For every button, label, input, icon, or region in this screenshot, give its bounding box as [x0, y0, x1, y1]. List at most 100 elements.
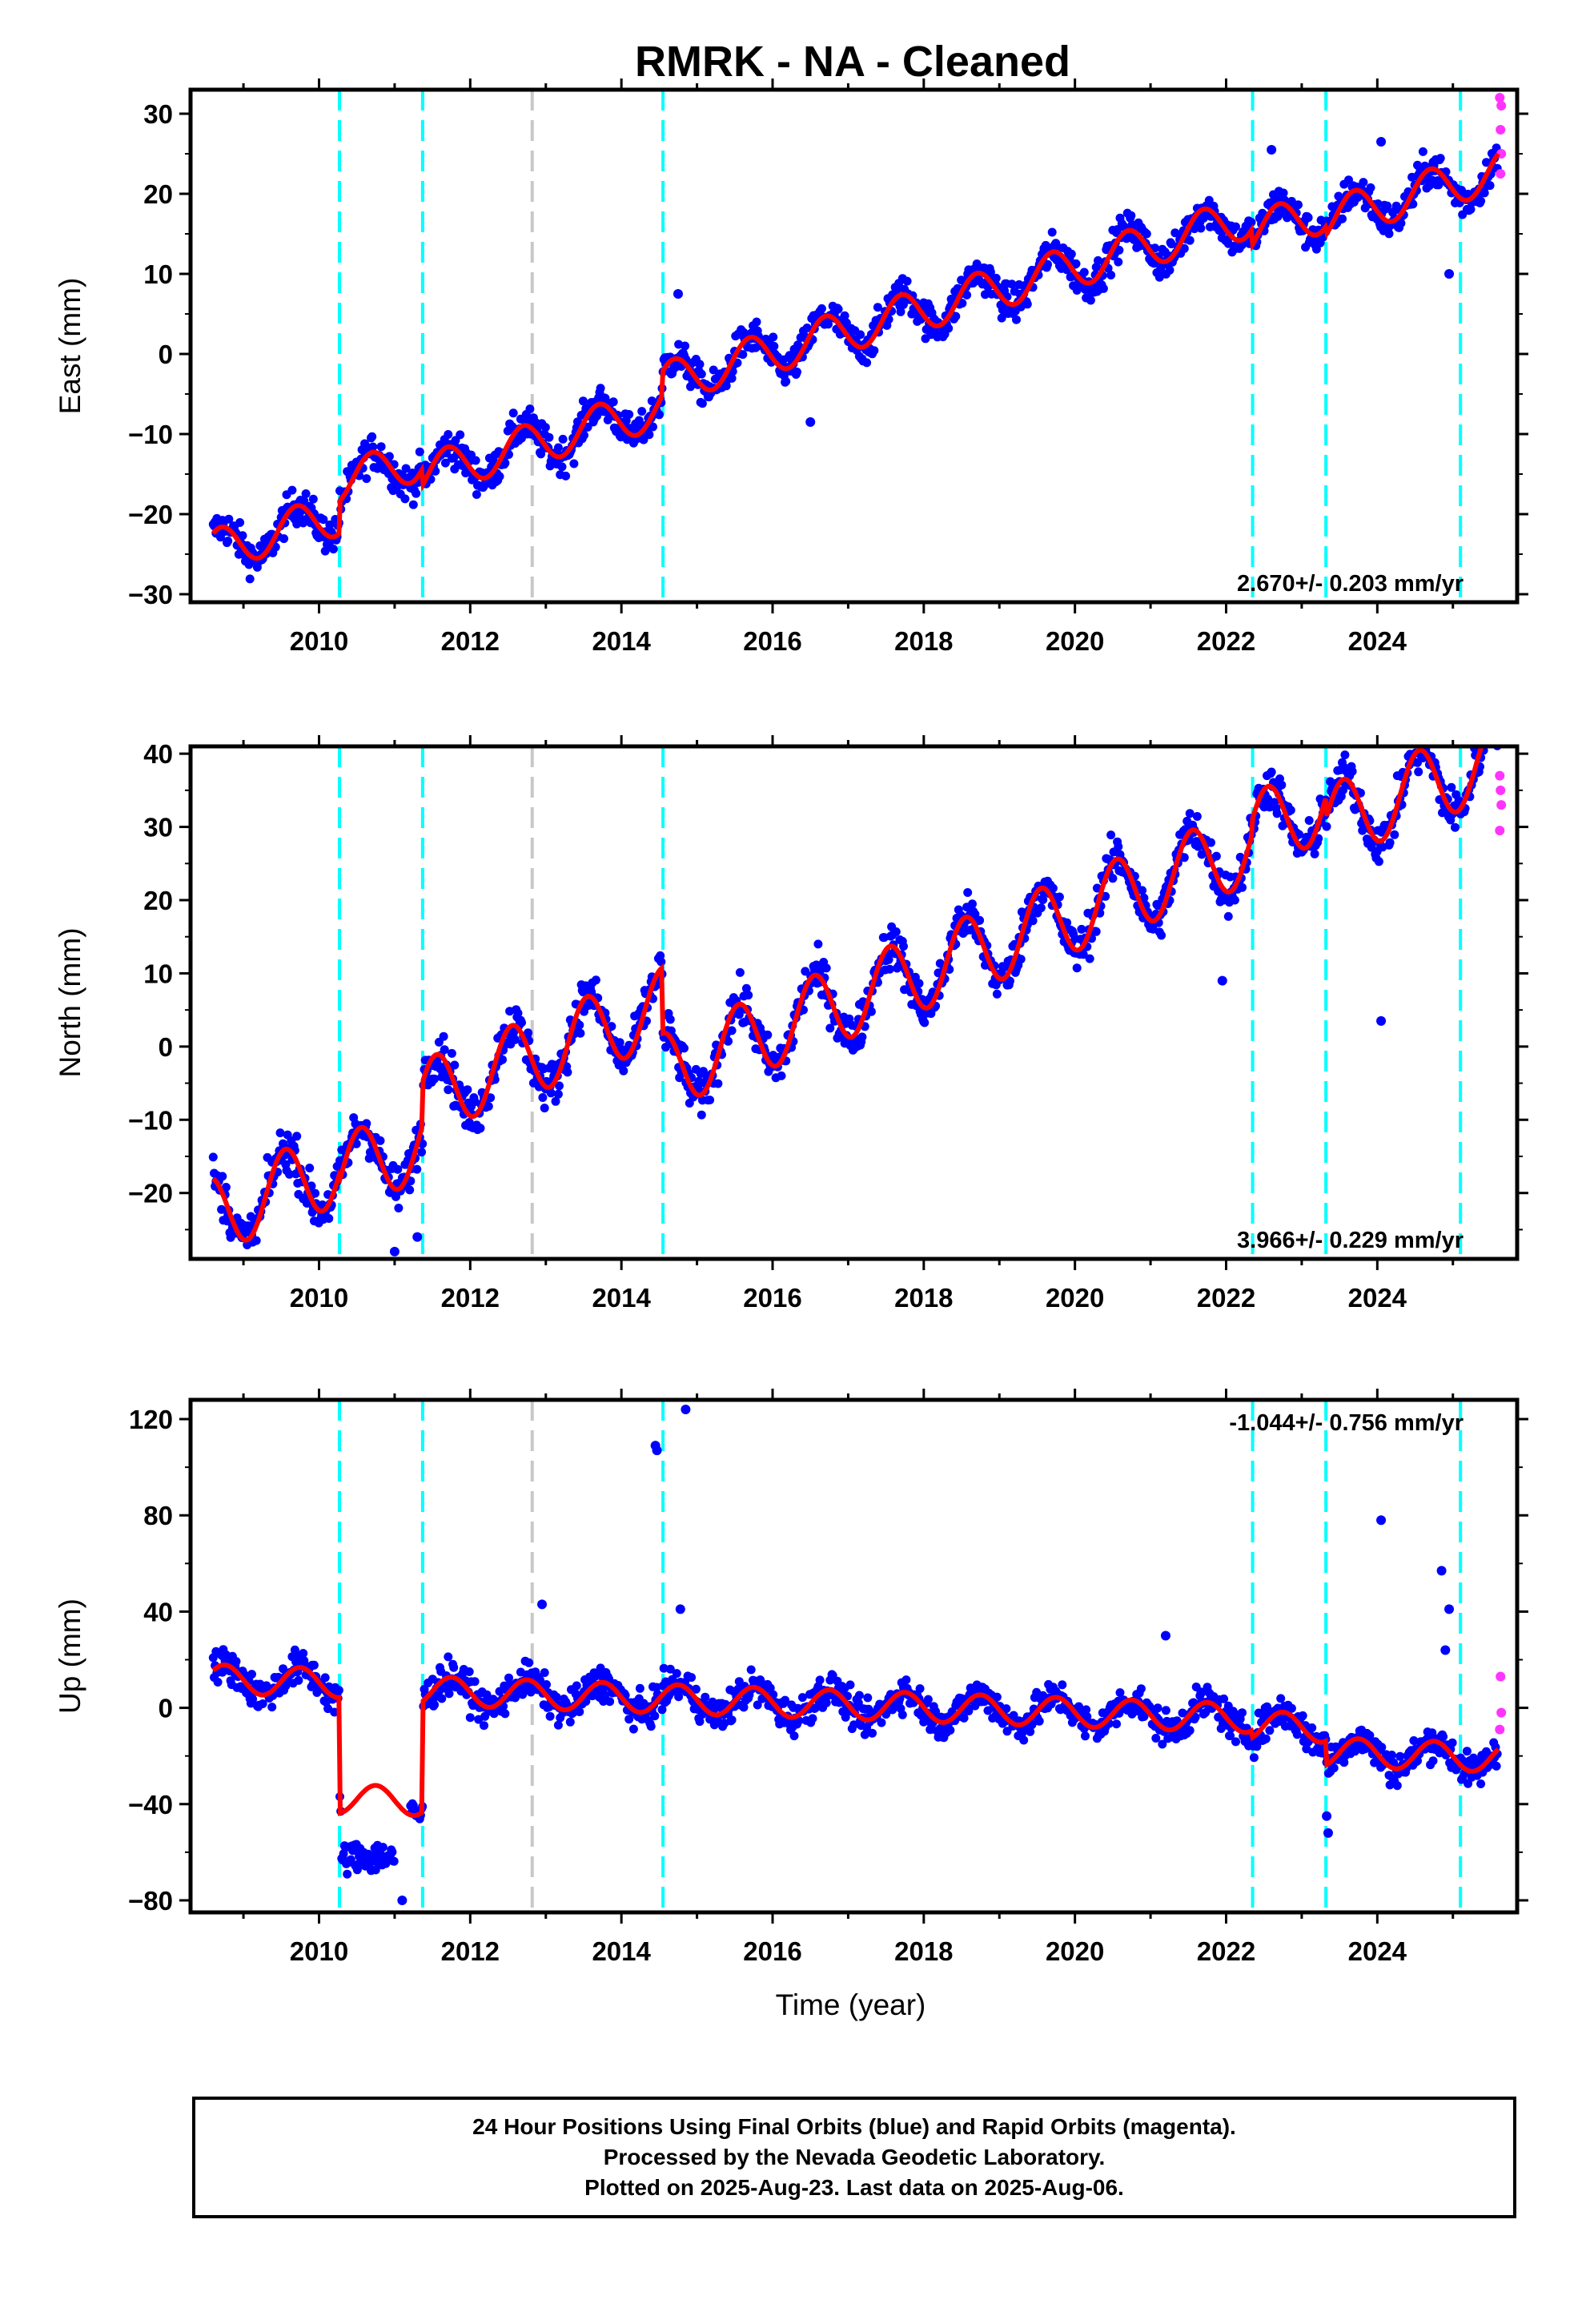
- final-orbit-point: [1396, 219, 1406, 228]
- final-orbit-point: [1226, 1731, 1235, 1740]
- final-orbit-point: [777, 1071, 786, 1080]
- x-tick-label: 2024: [1348, 1283, 1407, 1313]
- final-orbit-point: [1231, 1737, 1240, 1747]
- final-orbit-point: [591, 975, 600, 985]
- final-orbit-point: [868, 1728, 877, 1738]
- final-orbit-point: [553, 1720, 563, 1730]
- final-orbit-point: [1276, 1694, 1286, 1703]
- outlier-point: [805, 417, 816, 427]
- final-orbit-point: [447, 1048, 456, 1058]
- final-orbit-point: [741, 983, 751, 993]
- final-orbit-point: [1054, 892, 1064, 902]
- final-orbit-point: [863, 1693, 873, 1703]
- y-tick-label: 10: [143, 259, 173, 289]
- final-orbit-point: [1114, 245, 1124, 255]
- final-orbit-point: [1192, 812, 1202, 821]
- final-orbit-point: [1153, 901, 1162, 911]
- plot-frame: [188, 744, 1520, 1261]
- outlier-point: [389, 1246, 400, 1256]
- final-orbit-point: [449, 1663, 459, 1672]
- final-orbit-point: [540, 423, 550, 432]
- y-tick-label: 80: [143, 1501, 173, 1530]
- final-orbit-point: [1383, 201, 1392, 211]
- final-orbit-point: [465, 1713, 475, 1723]
- x-tick-label: 2010: [290, 1936, 348, 1966]
- final-orbit-point: [1476, 196, 1486, 206]
- final-orbit-point: [1408, 199, 1418, 209]
- up-panel: −80 −40 0 40 80 120 2010 2012 2014 2016 2018 2020 20…: [54, 1389, 1528, 2021]
- final-orbit-point: [245, 1264, 254, 1273]
- outlier-point: [1217, 975, 1227, 986]
- x-tick-label: 2022: [1197, 626, 1255, 656]
- final-orbit-point: [1439, 1732, 1448, 1742]
- final-orbit-point: [781, 376, 791, 386]
- final-orbit-point: [279, 1664, 287, 1674]
- final-orbit-point: [565, 1717, 575, 1727]
- final-orbit-point: [914, 979, 924, 988]
- final-orbit-point: [624, 410, 634, 419]
- final-orbit-point: [513, 1008, 523, 1018]
- final-orbit-point: [299, 1649, 308, 1658]
- final-orbit-point: [1304, 816, 1314, 825]
- final-orbit-point: [856, 330, 865, 340]
- final-orbit-point: [1019, 1735, 1029, 1745]
- final-orbit-point: [557, 462, 567, 472]
- x-tick-label: 2016: [743, 1936, 801, 1966]
- final-orbit-point: [417, 1148, 427, 1157]
- final-orbit-point: [1136, 1684, 1146, 1694]
- final-orbit-point: [1387, 1751, 1396, 1759]
- final-orbit-point: [1012, 315, 1021, 324]
- x-tick-label: 2018: [894, 1936, 953, 1966]
- final-orbit-point: [495, 472, 504, 481]
- final-orbit-point: [325, 520, 335, 529]
- final-orbit-point: [294, 1675, 303, 1685]
- x-tick-label: 2020: [1046, 626, 1104, 656]
- outlier-point: [1376, 1515, 1387, 1526]
- final-orbit-point: [267, 1703, 277, 1712]
- y-tick-label: 20: [143, 179, 173, 209]
- final-orbit-point: [1016, 955, 1026, 964]
- final-orbit-point: [821, 963, 831, 973]
- y-tick-label: 40: [143, 739, 173, 769]
- final-orbit-point: [1482, 731, 1491, 740]
- final-orbit-point: [1483, 720, 1492, 729]
- plot-frame: [188, 87, 1520, 605]
- final-orbit-point: [1066, 249, 1076, 259]
- final-orbit-point: [1151, 1734, 1161, 1743]
- x-tick-label: 2018: [894, 626, 953, 656]
- final-orbit-point: [444, 430, 453, 439]
- final-orbit-point: [697, 369, 706, 379]
- final-orbit-point: [637, 407, 647, 416]
- final-orbit-point: [1150, 243, 1160, 253]
- final-orbit-point: [400, 494, 410, 504]
- final-orbit-point: [540, 1668, 549, 1678]
- y-tick-label: −10: [128, 1105, 173, 1135]
- final-orbit-point: [444, 1085, 453, 1095]
- final-orbit-point: [1079, 267, 1089, 277]
- final-orbit-point: [558, 434, 568, 444]
- final-orbit-point: [746, 1665, 756, 1675]
- final-orbit-point: [1374, 857, 1383, 866]
- final-orbit-point: [789, 1731, 799, 1741]
- y-tick-label: 40: [143, 1597, 173, 1626]
- final-orbit-point: [695, 360, 705, 369]
- final-orbit-point: [1428, 1756, 1438, 1766]
- final-orbit-point: [1261, 1734, 1271, 1743]
- final-orbit-point: [319, 515, 328, 525]
- outlier-point: [652, 1445, 662, 1456]
- final-orbit-point: [440, 1045, 449, 1055]
- final-orbit-point: [1480, 718, 1489, 726]
- outlier-point: [681, 1405, 691, 1415]
- final-orbit-point: [404, 1149, 413, 1158]
- final-orbit-point: [1492, 723, 1500, 732]
- final-orbit-point: [394, 1204, 404, 1212]
- footer-line-1: 24 Hour Positions Using Final Orbits (bl…: [472, 2114, 1236, 2139]
- final-orbit-point: [970, 910, 980, 919]
- final-orbit-point: [1048, 883, 1058, 893]
- final-orbit-point: [1165, 265, 1174, 275]
- final-orbit-point: [1359, 178, 1368, 187]
- final-orbit-point: [915, 1684, 925, 1694]
- x-tick-label: 2012: [441, 626, 500, 656]
- final-orbit-point: [681, 341, 690, 351]
- final-orbit-point: [412, 489, 421, 498]
